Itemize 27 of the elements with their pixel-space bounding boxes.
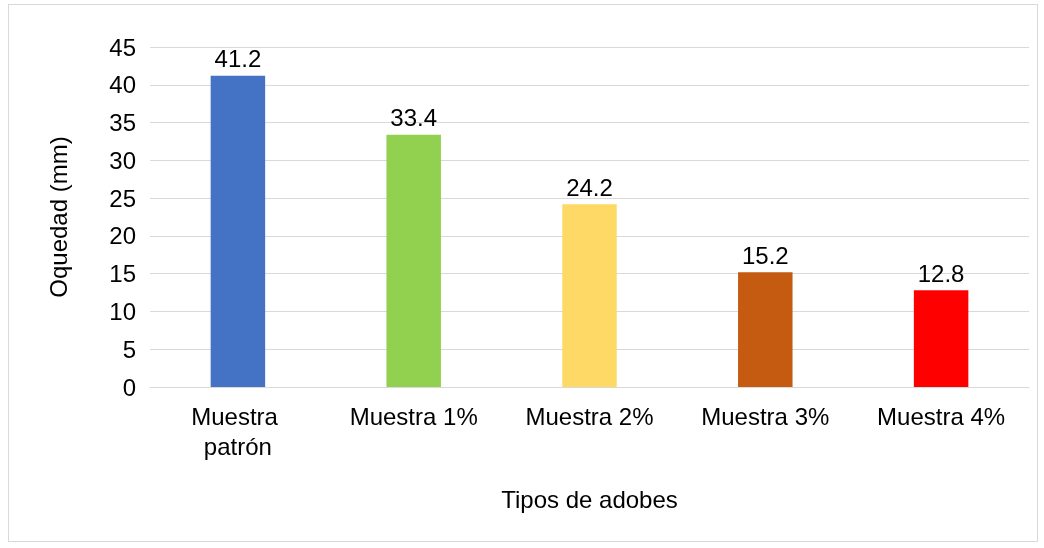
data-label: 12.8 [917, 259, 965, 287]
y-tick-label: 15 [109, 260, 136, 288]
x-axis-title: Tipos de adobes [501, 485, 678, 513]
y-tick-label: 40 [109, 71, 136, 99]
x-tick-label: Muestra 3% [701, 402, 830, 430]
data-label: 24.2 [566, 173, 613, 201]
y-tick-label: 30 [109, 146, 136, 174]
data-label: 33.4 [390, 104, 438, 132]
bar [913, 290, 969, 387]
bar [562, 204, 617, 387]
y-tick-label: 35 [109, 109, 136, 137]
y-tick-label: 20 [109, 222, 136, 250]
x-tick-label: Muestra 1% [349, 402, 478, 430]
data-label: 15.2 [741, 241, 789, 269]
y-tick-label: 5 [122, 335, 136, 363]
y-tick-label: 25 [109, 184, 136, 212]
y-tick-label: 0 [122, 373, 136, 401]
data-label: 41.2 [214, 45, 262, 73]
bar [210, 75, 266, 387]
x-tick-label: Muestra 4% [877, 402, 1006, 430]
y-tick-label: 45 [109, 33, 136, 61]
y-tick-label: 10 [109, 297, 136, 325]
y-axis-title: Oquedad (mm) [44, 136, 72, 298]
x-tick-label: Muestra patrón [191, 402, 285, 460]
bar [738, 272, 793, 387]
bar [386, 134, 441, 387]
x-tick-label: Muestra 2% [525, 402, 654, 430]
